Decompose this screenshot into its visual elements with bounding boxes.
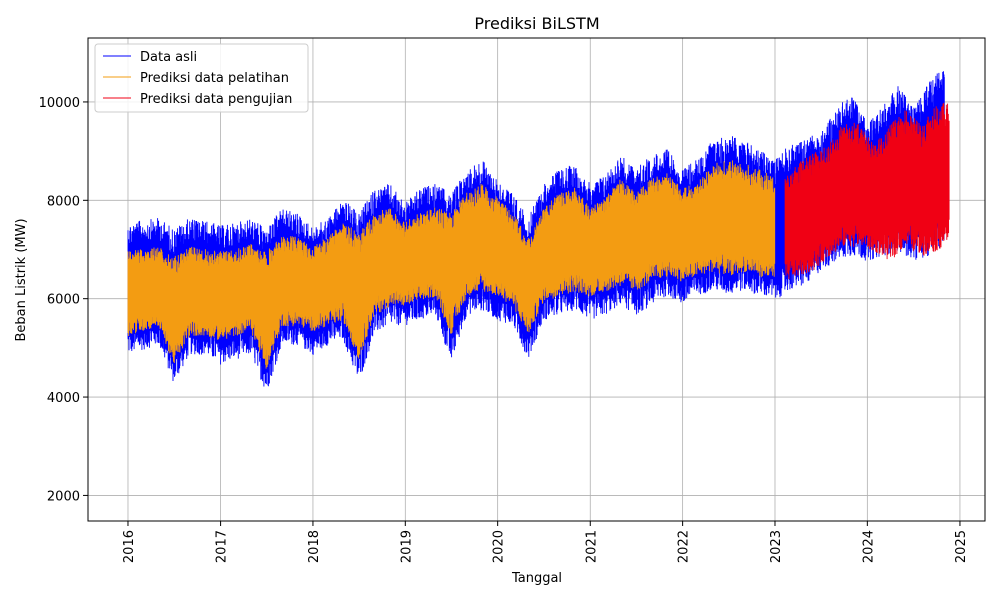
x-tick-label: 2021 bbox=[584, 530, 599, 563]
legend-box bbox=[94, 43, 309, 113]
x-tick-label: 2024 bbox=[861, 530, 876, 563]
y-tick-label: 2000 bbox=[47, 489, 80, 504]
chart-title: Prediksi BiLSTM bbox=[474, 14, 599, 33]
legend-label: Data asli bbox=[140, 50, 197, 65]
x-tick-label: 2018 bbox=[307, 530, 322, 563]
x-tick-label: 2023 bbox=[769, 530, 784, 563]
legend: Data asli Prediksi data pelatihan Prediksi… bbox=[94, 43, 309, 113]
y-tick-label: 8000 bbox=[47, 194, 80, 209]
x-tick-label: 2017 bbox=[215, 530, 230, 563]
x-tick-label: 2019 bbox=[399, 530, 414, 563]
x-tick-label: 2020 bbox=[492, 530, 507, 563]
y-tick-label: 4000 bbox=[47, 391, 80, 406]
series-line-prediksi-data-pengujian bbox=[784, 102, 950, 280]
legend-label: Prediksi data pelatihan bbox=[140, 71, 289, 86]
plot-frame bbox=[87, 37, 986, 522]
x-axis-label: Tanggal bbox=[511, 571, 562, 586]
x-tick-label: 2016 bbox=[122, 530, 137, 563]
legend-label: Prediksi data pengujian bbox=[140, 92, 292, 107]
x-tick-label: 2022 bbox=[677, 530, 692, 563]
y-ticks: 2000 4000 6000 8000 10000 bbox=[39, 96, 88, 504]
series-line-prediksi-data-pelatihan bbox=[127, 160, 776, 369]
x-ticks: 2016 2017 2018 2019 2020 2021 2022 2023 2024 2025 bbox=[122, 521, 969, 563]
y-tick-label: 6000 bbox=[47, 293, 80, 308]
y-tick-label: 10000 bbox=[39, 96, 80, 111]
x-tick-label: 2025 bbox=[954, 530, 969, 563]
series-layer bbox=[127, 71, 950, 387]
y-axis-label: Beban Listrik (MW) bbox=[14, 218, 29, 341]
